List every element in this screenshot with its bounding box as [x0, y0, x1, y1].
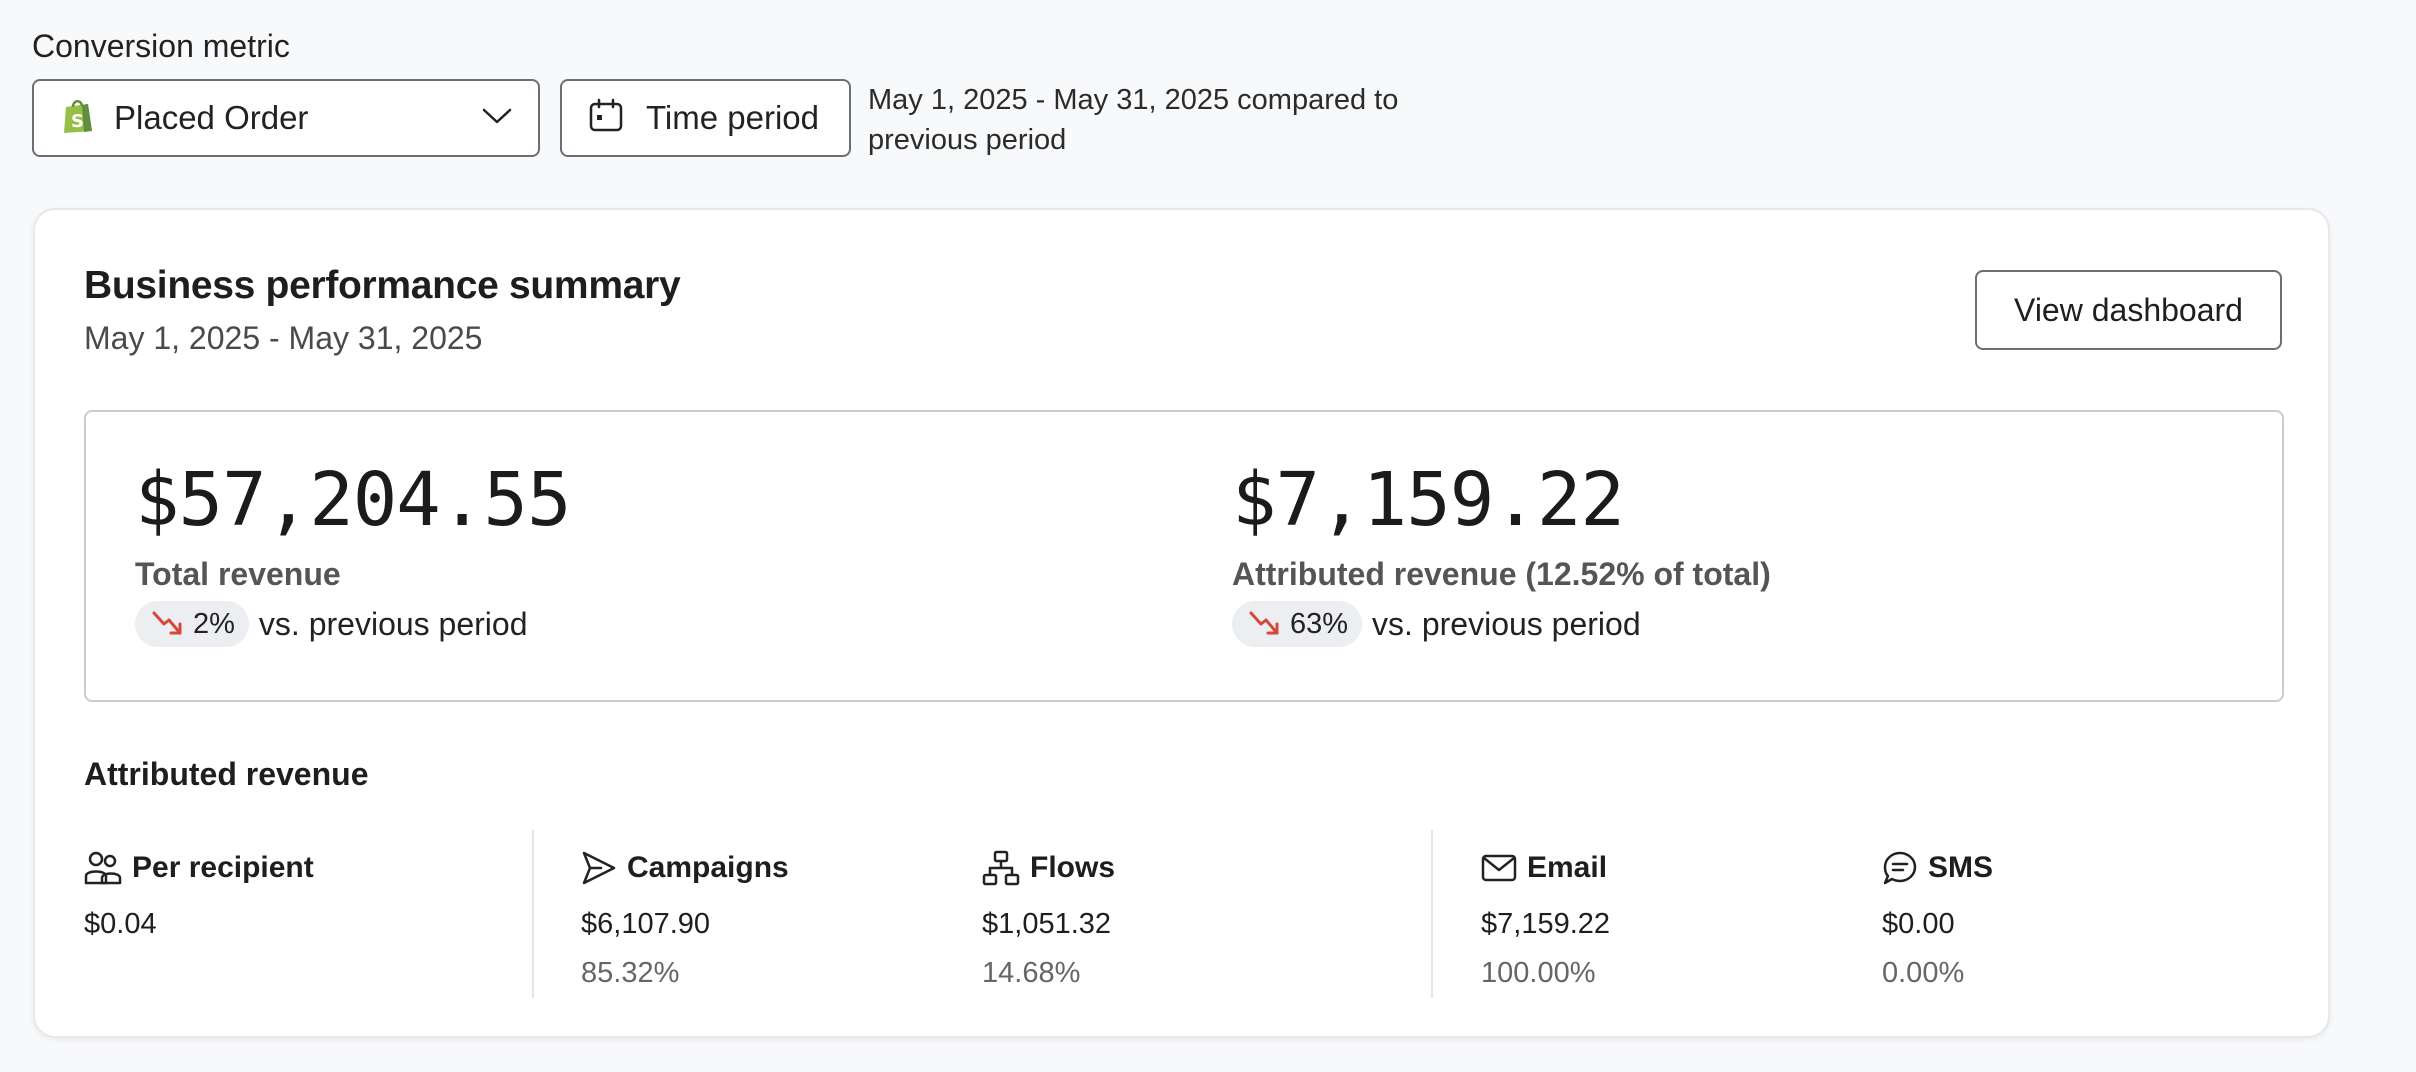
attributed-revenue-label: Attributed revenue (12.52% of total)	[1232, 556, 1771, 592]
time-period-description: May 1, 2025 - May 31, 2025 compared to p…	[868, 84, 1399, 156]
trend-badge: 63%	[1232, 601, 1363, 647]
trend-value: 2%	[193, 607, 235, 640]
per-recipient-value: $0.04	[84, 908, 157, 940]
card-date-range: May 1, 2025 - May 31, 2025	[84, 320, 483, 356]
email-percent: 100.00%	[1481, 957, 1596, 989]
total-revenue-stat: $57,204.55 Total revenue 2% vs. previous…	[135, 457, 572, 647]
email-value: $7,159.22	[1481, 908, 1611, 940]
trend-down-icon	[1249, 611, 1279, 635]
column-divider	[532, 830, 534, 998]
sms-label: SMS	[1928, 851, 1994, 884]
trend-badge: 2%	[135, 601, 249, 647]
email-label: Email	[1527, 851, 1608, 884]
attributed-revenue-stat: $7,159.22 Attributed revenue (12.52% of …	[1232, 460, 1771, 647]
mail-icon	[1481, 854, 1517, 882]
view-dashboard-button[interactable]: View dashboard	[1975, 270, 2282, 350]
campaigns-percent: 85.32%	[581, 957, 680, 989]
campaigns-column: Campaigns $6,107.90 85.32%	[581, 846, 789, 990]
chevron-down-icon	[482, 107, 512, 130]
conversion-metric-value: Placed Order	[114, 99, 309, 136]
total-revenue-label: Total revenue	[135, 556, 341, 592]
total-revenue-value: $57,204.55	[135, 457, 572, 543]
shopify-bag-icon: S	[62, 97, 96, 140]
chat-bubble-icon	[1883, 851, 1917, 885]
conversion-metric-label: Conversion metric	[32, 28, 290, 64]
comparison-text: vs. previous period	[258, 605, 528, 642]
calendar-icon	[588, 98, 624, 139]
revenue-totals-box: $57,204.55 Total revenue 2% vs. previous…	[84, 410, 2284, 702]
attributed-revenue-comparison: 63% vs. previous period	[1232, 601, 1771, 647]
flows-label: Flows	[1030, 851, 1116, 884]
send-icon	[582, 851, 616, 885]
users-icon	[84, 851, 122, 885]
attributed-revenue-section-title: Attributed revenue	[84, 756, 369, 792]
conversion-metric-select[interactable]: S Placed Order	[32, 79, 540, 157]
attributed-revenue-value: $7,159.22	[1232, 457, 1625, 543]
per-recipient-column: Per recipient $0.04	[84, 846, 314, 941]
flows-column: Flows $1,051.32 14.68%	[982, 846, 1115, 990]
card-title: Business performance summary	[84, 264, 681, 307]
campaigns-label: Campaigns	[627, 851, 789, 884]
svg-text:S: S	[71, 111, 84, 132]
trend-down-icon	[152, 611, 182, 635]
flows-percent: 14.68%	[982, 957, 1081, 989]
comparison-text: vs. previous period	[1372, 605, 1641, 642]
time-period-label: Time period	[646, 99, 820, 136]
time-period-button[interactable]: Time period	[560, 79, 851, 157]
flow-hierarchy-icon	[982, 850, 1020, 886]
sms-percent: 0.00%	[1882, 957, 1965, 989]
business-performance-card: Business performance summary May 1, 2025…	[33, 208, 2330, 1038]
column-divider	[1431, 830, 1433, 998]
total-revenue-comparison: 2% vs. previous period	[135, 601, 571, 647]
per-recipient-label: Per recipient	[132, 851, 314, 884]
flows-value: $1,051.32	[982, 908, 1112, 940]
sms-column: SMS $0.00 0.00%	[1882, 846, 1993, 990]
sms-value: $0.00	[1882, 908, 1955, 940]
campaigns-value: $6,107.90	[581, 908, 711, 940]
email-column: Email $7,159.22 100.00%	[1481, 846, 1610, 990]
trend-value: 63%	[1290, 607, 1349, 640]
